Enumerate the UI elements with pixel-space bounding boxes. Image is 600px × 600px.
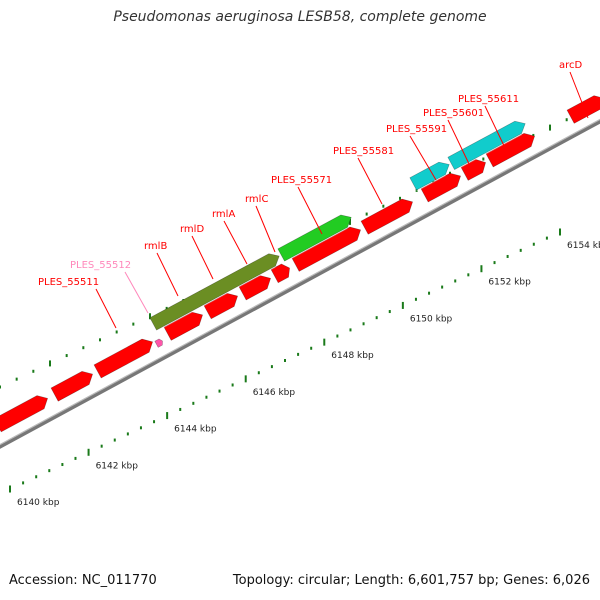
arrow-highlight <box>284 227 348 263</box>
gene-label: rmlD <box>180 224 204 235</box>
scale-tick-label: 6146 kbp <box>253 388 296 398</box>
gene-label: PLES_55512 <box>70 260 131 271</box>
cds-arrow <box>270 263 290 284</box>
cds-arrow <box>203 292 238 320</box>
gene-label: rmlC <box>245 194 268 205</box>
gene-leader-line <box>156 252 179 297</box>
gene-leader-line <box>191 235 214 280</box>
cds-arrow <box>566 95 600 124</box>
arrow-highlight <box>492 147 532 169</box>
genome-summary-text: Topology: circular; Length: 6,601,757 bp… <box>232 573 590 588</box>
gene-label: PLES_55611 <box>458 94 519 105</box>
gene-leader-line <box>484 105 508 153</box>
gene-leader-line <box>297 186 323 235</box>
cds-arrow <box>485 133 535 168</box>
cds-arrow <box>460 159 486 181</box>
arrow-highlight <box>245 289 268 302</box>
gene-label: PLES_55601 <box>423 108 484 119</box>
cds-arrow <box>163 311 203 341</box>
scale-tick-label: 6144 kbp <box>174 425 217 435</box>
gene-label: PLES_55571 <box>271 175 332 186</box>
gene-leader-line <box>357 157 383 205</box>
arrow-highlight <box>57 385 90 403</box>
inner-scale-track <box>9 228 561 493</box>
gene-label: arcD <box>559 60 583 71</box>
scale-tick-label: 6140 kbp <box>17 498 60 508</box>
arrow-highlight <box>157 345 163 349</box>
scale-tick-label: 6150 kbp <box>410 314 453 324</box>
gene-leader-line <box>124 271 149 314</box>
gene-leader-line <box>95 288 117 329</box>
arrow-highlight <box>416 174 446 192</box>
gene-label: rmlB <box>144 241 167 252</box>
genome-backbone <box>0 118 600 449</box>
cds-arrow <box>93 338 153 379</box>
cds-arrow <box>360 198 413 235</box>
backbone-line <box>0 119 600 449</box>
scale-tick-label: 6148 kbp <box>331 351 374 361</box>
arrow-highlight <box>427 186 458 204</box>
backbone-highlight <box>0 118 600 446</box>
cds-arrow <box>238 275 271 301</box>
map-title: Pseudomonas aeruginosa LESB58, complete … <box>113 9 487 25</box>
arrow-highlight <box>367 212 410 236</box>
scale-tick-label: 6142 kbp <box>96 461 139 471</box>
gene-leader-line <box>569 71 589 119</box>
arrow-highlight <box>467 173 484 182</box>
arrow-highlight <box>210 306 235 321</box>
arrow-highlight <box>0 409 45 434</box>
gene-label: PLES_55581 <box>333 146 394 157</box>
scale-tick-label: 6154 kbp <box>567 241 600 251</box>
scale-label-layer: 6140 kbp 6142 kbp 6144 kbp 6146 kbp 6148 kbp… <box>17 241 600 508</box>
arrow-highlight <box>277 277 289 285</box>
operon-bar-green <box>277 214 352 262</box>
gene-leader-line <box>447 119 471 167</box>
arrow-highlight <box>170 325 200 342</box>
arrow-highlight <box>298 240 358 273</box>
cds-arrow <box>0 395 48 433</box>
gene-label: rmlA <box>212 209 235 220</box>
gene-label: PLES_55591 <box>386 124 447 135</box>
arrow-highlight <box>454 134 522 172</box>
gene-leader-line <box>255 205 276 253</box>
gene-leader-line <box>223 220 248 265</box>
trna-arrow <box>154 338 163 348</box>
accession-text: Accession: NC_011770 <box>9 573 157 588</box>
gene-leader-line <box>409 135 437 181</box>
scale-tick-label: 6152 kbp <box>488 278 531 288</box>
operon-bar-olive <box>149 253 280 331</box>
cds-arrow <box>420 172 461 203</box>
arrow-highlight <box>156 266 276 332</box>
operon-bar-cyan <box>447 120 526 170</box>
gene-track <box>0 95 600 434</box>
cds-arrow <box>50 371 93 402</box>
arrow-highlight <box>100 352 150 380</box>
gene-label-layer: PLES_55511PLES_55512rmlBrmlDrmlArmlCPLES… <box>38 60 589 329</box>
cds-arrow <box>291 226 361 272</box>
operon-bar-cyan <box>409 161 450 191</box>
gene-label: PLES_55511 <box>38 277 99 288</box>
